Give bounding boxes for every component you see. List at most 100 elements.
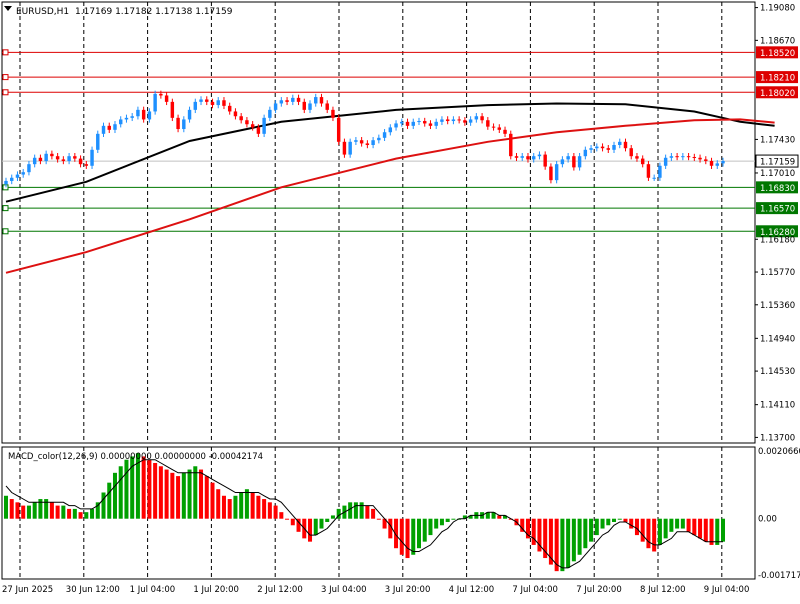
candle-body [210,101,215,106]
macd-bar [669,518,674,532]
macd-bar [640,518,645,542]
candle-body [595,146,599,149]
candle-body [520,156,524,158]
macd-bar [170,472,175,519]
time-axis-label: 2 Jul 12:00 [257,585,303,595]
candle-body [709,160,714,166]
macd-bar [548,518,553,565]
price-tick-label: 1.15770 [760,268,795,278]
price-tick-label: 1.13700 [760,433,795,443]
candle-body [262,117,266,134]
candle-body [428,123,433,126]
macd-bar [44,499,49,519]
candle-body [629,148,633,157]
ohlc-readout: 1.17169 1.17182 1.17138 1.17159 [75,7,233,17]
candle-body [503,129,507,134]
macd-bar [371,508,376,519]
candle-body [434,121,438,126]
macd-bar [422,518,427,542]
candle-body [67,156,71,161]
candle-body [44,153,48,161]
time-axis-label: 8 Jul 12:00 [640,585,686,595]
macd-bar [589,518,594,542]
macd-bar [709,518,714,545]
symbol-timeframe: EURUSD,H1 [16,7,69,17]
macd-bar [663,518,668,539]
macd-bar [84,512,89,519]
macd-bar [537,518,542,552]
macd-bar [15,502,20,519]
candle-body [715,163,719,166]
resistance-level-handle [2,89,9,96]
candle-body [302,101,306,110]
macd-bar [652,518,657,552]
candle-body [526,156,530,160]
candle-body [658,165,662,178]
candle-body [61,159,66,161]
candle-body [468,119,473,123]
macd-bar [703,518,708,542]
macd-bar [118,466,123,519]
macd-bar [227,499,232,519]
candle-body [319,97,324,104]
candle-body [325,103,329,110]
time-axis-label: 1 Jul 20:00 [193,585,239,595]
candle-body [411,121,415,126]
candle-body [394,123,398,128]
macd-bar [382,518,387,529]
macd-bar [107,482,112,519]
macd-bar [629,518,634,529]
candle-body [38,157,43,161]
macd-bar [95,502,100,519]
triangle-down-icon[interactable] [4,6,12,11]
macd-bar [715,518,720,545]
macd-bar [325,518,330,522]
macd-bar [617,518,622,520]
macd-bar [3,495,9,519]
candle-body [78,158,83,165]
macd-bar [32,502,37,519]
candle-body [600,146,605,149]
macd-bar [531,518,536,545]
macd-bar [543,518,548,559]
support-level-tag [756,181,798,194]
macd-bar [210,482,215,519]
candle-body [543,154,547,167]
candle-body [55,156,60,160]
macd-bar [193,466,198,519]
candle-body [205,99,209,102]
macd-bar [485,512,490,519]
macd-axis-label: -0.0017175 [758,571,800,581]
support-level-handle [2,205,9,212]
candle-body [348,141,352,155]
price-tick-label: 1.17430 [760,135,795,145]
macd-subwindow [3,453,726,572]
macd-bar [657,518,662,545]
macd-bar [491,512,496,519]
macd-bar [49,502,54,519]
candle-body [32,157,37,165]
moving-averages [5,102,775,274]
macd-bar [26,505,31,519]
macd-bar [634,518,639,536]
candle-body [497,127,502,130]
price-tick-label: 1.16180 [760,235,795,245]
candle-body [285,100,289,102]
macd-bar [267,502,272,519]
candle-body [583,149,588,157]
candle-body [4,180,8,185]
time-axis-label: 7 Jul 20:00 [576,585,622,595]
candle-body [692,156,697,158]
candle-body [491,126,496,128]
resistance-level-tag [756,71,798,84]
candle-body [199,99,203,102]
macd-bar [680,518,685,529]
horizontal-levels[interactable]: 1.18520 1.18210 1.18020 1.16830 1.16570 1.162… [2,46,798,238]
macd-bar [9,499,14,519]
candle-body [291,97,295,102]
macd-bar [124,459,129,519]
macd-bar [21,505,26,519]
candle-body [721,160,725,164]
candle-body [141,109,146,120]
